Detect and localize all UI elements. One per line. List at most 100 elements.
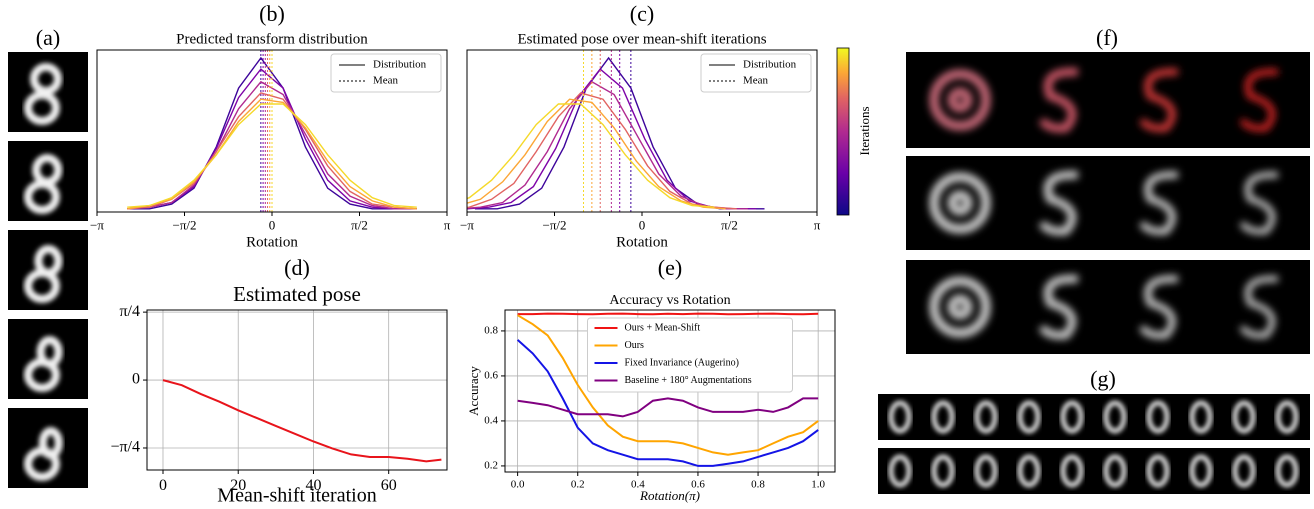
- y-tick-label: 0: [132, 371, 140, 388]
- digit-stroke: [24, 336, 63, 392]
- plot-lines: [467, 50, 765, 212]
- x-tick-label: 0.0: [511, 479, 525, 491]
- y-tick-label: 0.6: [484, 369, 498, 381]
- chart-title: Predicted transform distribution: [176, 31, 368, 47]
- x-axis-label: Rotation: [246, 234, 298, 250]
- legend-box: [700, 53, 812, 93]
- y-tick-label: 0.4: [484, 414, 498, 426]
- x-tick-label: 0: [269, 217, 276, 232]
- reconstruction: [1139, 171, 1179, 235]
- x-axis-label: Mean-shift iteration: [217, 485, 376, 507]
- series-line: [467, 103, 715, 208]
- panel-label: (c): [630, 1, 654, 26]
- x-tick-label: π: [814, 217, 821, 232]
- panel-label: (d): [284, 255, 310, 280]
- panel-label: (g): [1090, 366, 1116, 391]
- digit-stroke: [24, 63, 62, 125]
- blob: [1139, 275, 1179, 339]
- blob: [1139, 68, 1179, 132]
- panel-label: (a): [36, 25, 60, 50]
- digit-loop: [24, 269, 60, 303]
- colorbar: [836, 47, 850, 216]
- digit-loop: [24, 447, 60, 481]
- axes-frame: [146, 309, 448, 471]
- axes-frame: [96, 49, 448, 213]
- axes-frame: [504, 309, 836, 473]
- x-tick-label: −π/2: [542, 217, 566, 232]
- legend-label: Mean: [373, 75, 399, 87]
- series-line: [517, 312, 819, 316]
- x-tick-label: −π/2: [172, 217, 196, 232]
- plot-lines: [162, 379, 442, 463]
- digit-blob: [1189, 400, 1213, 434]
- digit-loop: [24, 180, 60, 214]
- reconstruction: [1139, 68, 1179, 132]
- digit-blob: [1103, 454, 1127, 488]
- blob: [1038, 274, 1079, 340]
- reconstruction: [929, 276, 991, 338]
- digit-blob: [1146, 400, 1170, 434]
- reconstruction: [1139, 275, 1179, 339]
- series-line: [467, 92, 737, 210]
- digit-blob: [1017, 454, 1041, 488]
- reconstruction: [1038, 67, 1079, 133]
- plot-lines: [516, 312, 819, 467]
- x-tick-label: −π: [460, 217, 474, 232]
- x-tick-label: 0: [639, 217, 646, 232]
- blob: [947, 190, 973, 216]
- reconstruction: [1239, 68, 1279, 132]
- chart-title: Estimated pose over mean-shift iteration…: [517, 31, 766, 47]
- reconstruction-row: [906, 52, 1310, 148]
- digit-blob: [1060, 454, 1084, 488]
- panel-label: (b): [259, 1, 285, 26]
- digit-blob: [888, 400, 912, 434]
- panel-label: (f): [1096, 25, 1118, 50]
- series-line: [516, 339, 819, 467]
- x-tick-label: 40: [305, 477, 321, 494]
- digit-stroke: [24, 427, 63, 481]
- colorbar-label: Iterations: [857, 106, 872, 155]
- y-tick-label: 0.2: [484, 459, 498, 471]
- reconstruction: [1239, 275, 1279, 339]
- digit-loop: [24, 91, 60, 125]
- reconstruction: [1038, 170, 1079, 236]
- digit-blob: [1275, 400, 1299, 434]
- x-axis-label: Rotation(π): [639, 488, 700, 503]
- blob: [1038, 67, 1079, 133]
- series-line: [162, 379, 442, 463]
- reconstruction-row: [906, 260, 1310, 354]
- digit-blob: [1189, 454, 1213, 488]
- legend-label: Distribution: [373, 59, 427, 71]
- x-tick-label: 0.8: [751, 479, 765, 491]
- digit-blob: [888, 454, 912, 488]
- legend-label: Ours: [625, 340, 645, 351]
- x-tick-label: −π: [90, 217, 104, 232]
- y-axis-label: Accuracy: [466, 366, 481, 416]
- blob: [1139, 171, 1179, 235]
- legend-label: Ours + Mean-Shift: [625, 322, 701, 333]
- chart-title: Estimated pose: [233, 282, 361, 306]
- axes-frame: [466, 49, 818, 213]
- digit-stroke: [24, 245, 63, 303]
- plot-area: [147, 310, 447, 470]
- series-line: [517, 397, 819, 418]
- x-tick-label: π: [444, 217, 451, 232]
- reconstruction-row: [906, 156, 1310, 250]
- series-line: [127, 56, 417, 210]
- blob: [1239, 171, 1279, 235]
- legend-label: Distribution: [743, 59, 797, 71]
- blob: [947, 87, 973, 113]
- series-line: [127, 98, 417, 210]
- digit-blob: [1103, 400, 1127, 434]
- x-tick-label: 20: [230, 477, 246, 494]
- blob: [1239, 275, 1279, 339]
- reconstruction: [1239, 171, 1279, 235]
- series-line: [517, 314, 819, 456]
- digit-blob: [1232, 454, 1256, 488]
- blob: [929, 172, 991, 234]
- series-line: [467, 98, 726, 210]
- digit-blob: [931, 400, 955, 434]
- plot-lines: [127, 50, 417, 212]
- series-line: [467, 80, 748, 210]
- digit-stroke: [24, 154, 63, 214]
